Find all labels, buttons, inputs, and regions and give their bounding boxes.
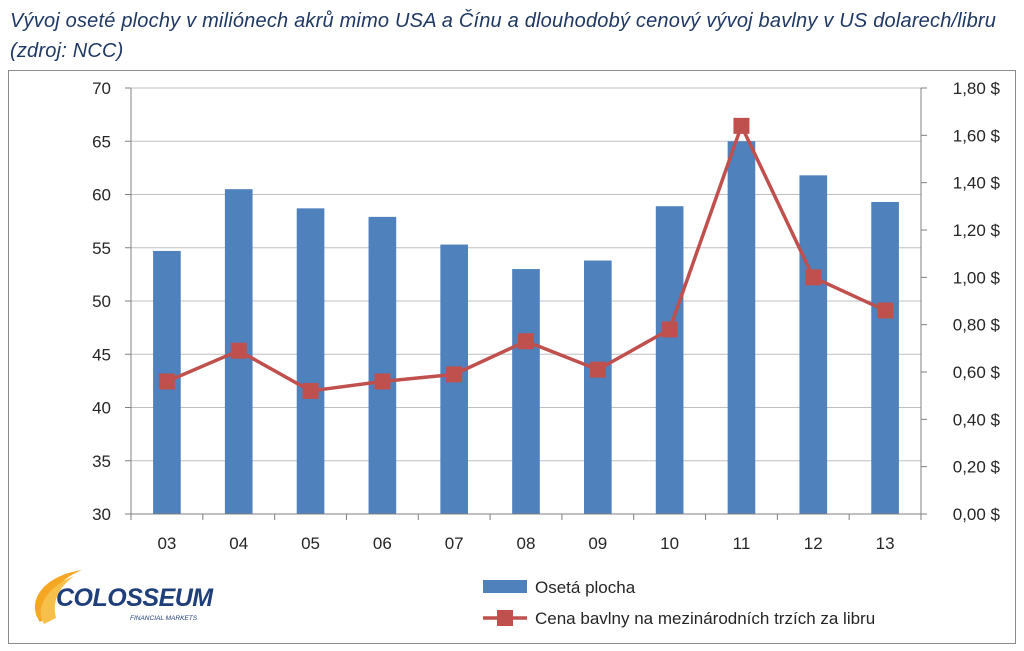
y-left-tick-label: 45 bbox=[92, 345, 111, 364]
line-point bbox=[661, 321, 678, 338]
y-right-tick-label: 0,40 $ bbox=[953, 410, 1001, 429]
line-point bbox=[230, 342, 247, 359]
x-tick-label: 03 bbox=[157, 534, 176, 553]
legend-label-bar: Osetá plocha bbox=[535, 578, 636, 597]
bar bbox=[727, 141, 756, 514]
y-left-tick-label: 30 bbox=[92, 505, 111, 524]
bar bbox=[512, 269, 540, 514]
line-point bbox=[518, 333, 534, 350]
line-point bbox=[589, 361, 606, 378]
y-left-tick-label: 40 bbox=[92, 399, 111, 418]
legend-swatch-marker bbox=[497, 610, 513, 626]
y-right-tick-label: 1,20 $ bbox=[953, 221, 1001, 240]
y-right-tick-label: 0,80 $ bbox=[953, 316, 1001, 335]
y-right-tick-label: 1,60 $ bbox=[953, 126, 1001, 145]
logo-name: COLOSSEUM bbox=[56, 584, 214, 612]
y-left-tick-label: 35 bbox=[92, 452, 111, 471]
y-right-tick-label: 0,60 $ bbox=[953, 363, 1001, 382]
y-right-tick-label: 1,80 $ bbox=[953, 79, 1001, 98]
x-tick-label: 08 bbox=[517, 534, 536, 553]
logo-tagline: FINANCIAL MARKETS bbox=[130, 615, 198, 622]
x-tick-label: 04 bbox=[229, 534, 248, 553]
line-point bbox=[877, 302, 894, 319]
x-tick-label: 09 bbox=[588, 534, 607, 553]
bar bbox=[871, 201, 899, 514]
y-left-tick-label: 70 bbox=[92, 79, 111, 98]
line-point bbox=[446, 366, 463, 383]
x-tick-label: 13 bbox=[876, 534, 895, 553]
bar bbox=[296, 208, 325, 514]
bar bbox=[368, 216, 397, 515]
bar bbox=[799, 175, 828, 514]
y-left-tick-label: 65 bbox=[92, 132, 111, 151]
x-tick-label: 12 bbox=[804, 534, 823, 553]
chart-title: Vývoj oseté plochy v miliónech akrů mimo… bbox=[10, 10, 997, 62]
y-left-tick-label: 60 bbox=[92, 186, 111, 205]
legend-swatch-bar bbox=[483, 580, 527, 593]
x-tick-label: 06 bbox=[373, 534, 392, 553]
line-point bbox=[302, 382, 319, 399]
y-left-tick-label: 55 bbox=[92, 239, 111, 258]
bar bbox=[655, 206, 684, 514]
line-point bbox=[374, 373, 391, 390]
y-right-tick-label: 1,40 $ bbox=[953, 174, 1001, 193]
colosseum-logo: COLOSSEUM FINANCIAL MARKETS bbox=[35, 570, 215, 624]
x-tick-label: 07 bbox=[445, 534, 464, 553]
y-right-tick-label: 0,00 $ bbox=[953, 505, 1001, 524]
x-tick-label: 11 bbox=[733, 534, 751, 553]
line-point bbox=[158, 373, 175, 390]
y-left-tick-label: 50 bbox=[92, 292, 111, 311]
y-right-tick-label: 0,20 $ bbox=[953, 458, 1001, 477]
line-point bbox=[805, 269, 822, 286]
x-tick-label: 05 bbox=[301, 534, 320, 553]
legend-label-line: Cena bavlny na mezinárodních trzích za l… bbox=[535, 609, 875, 628]
y-right-tick-label: 1,00 $ bbox=[953, 268, 1001, 287]
line-point bbox=[733, 117, 750, 134]
x-tick-label: 10 bbox=[660, 534, 679, 553]
bar bbox=[583, 260, 612, 514]
